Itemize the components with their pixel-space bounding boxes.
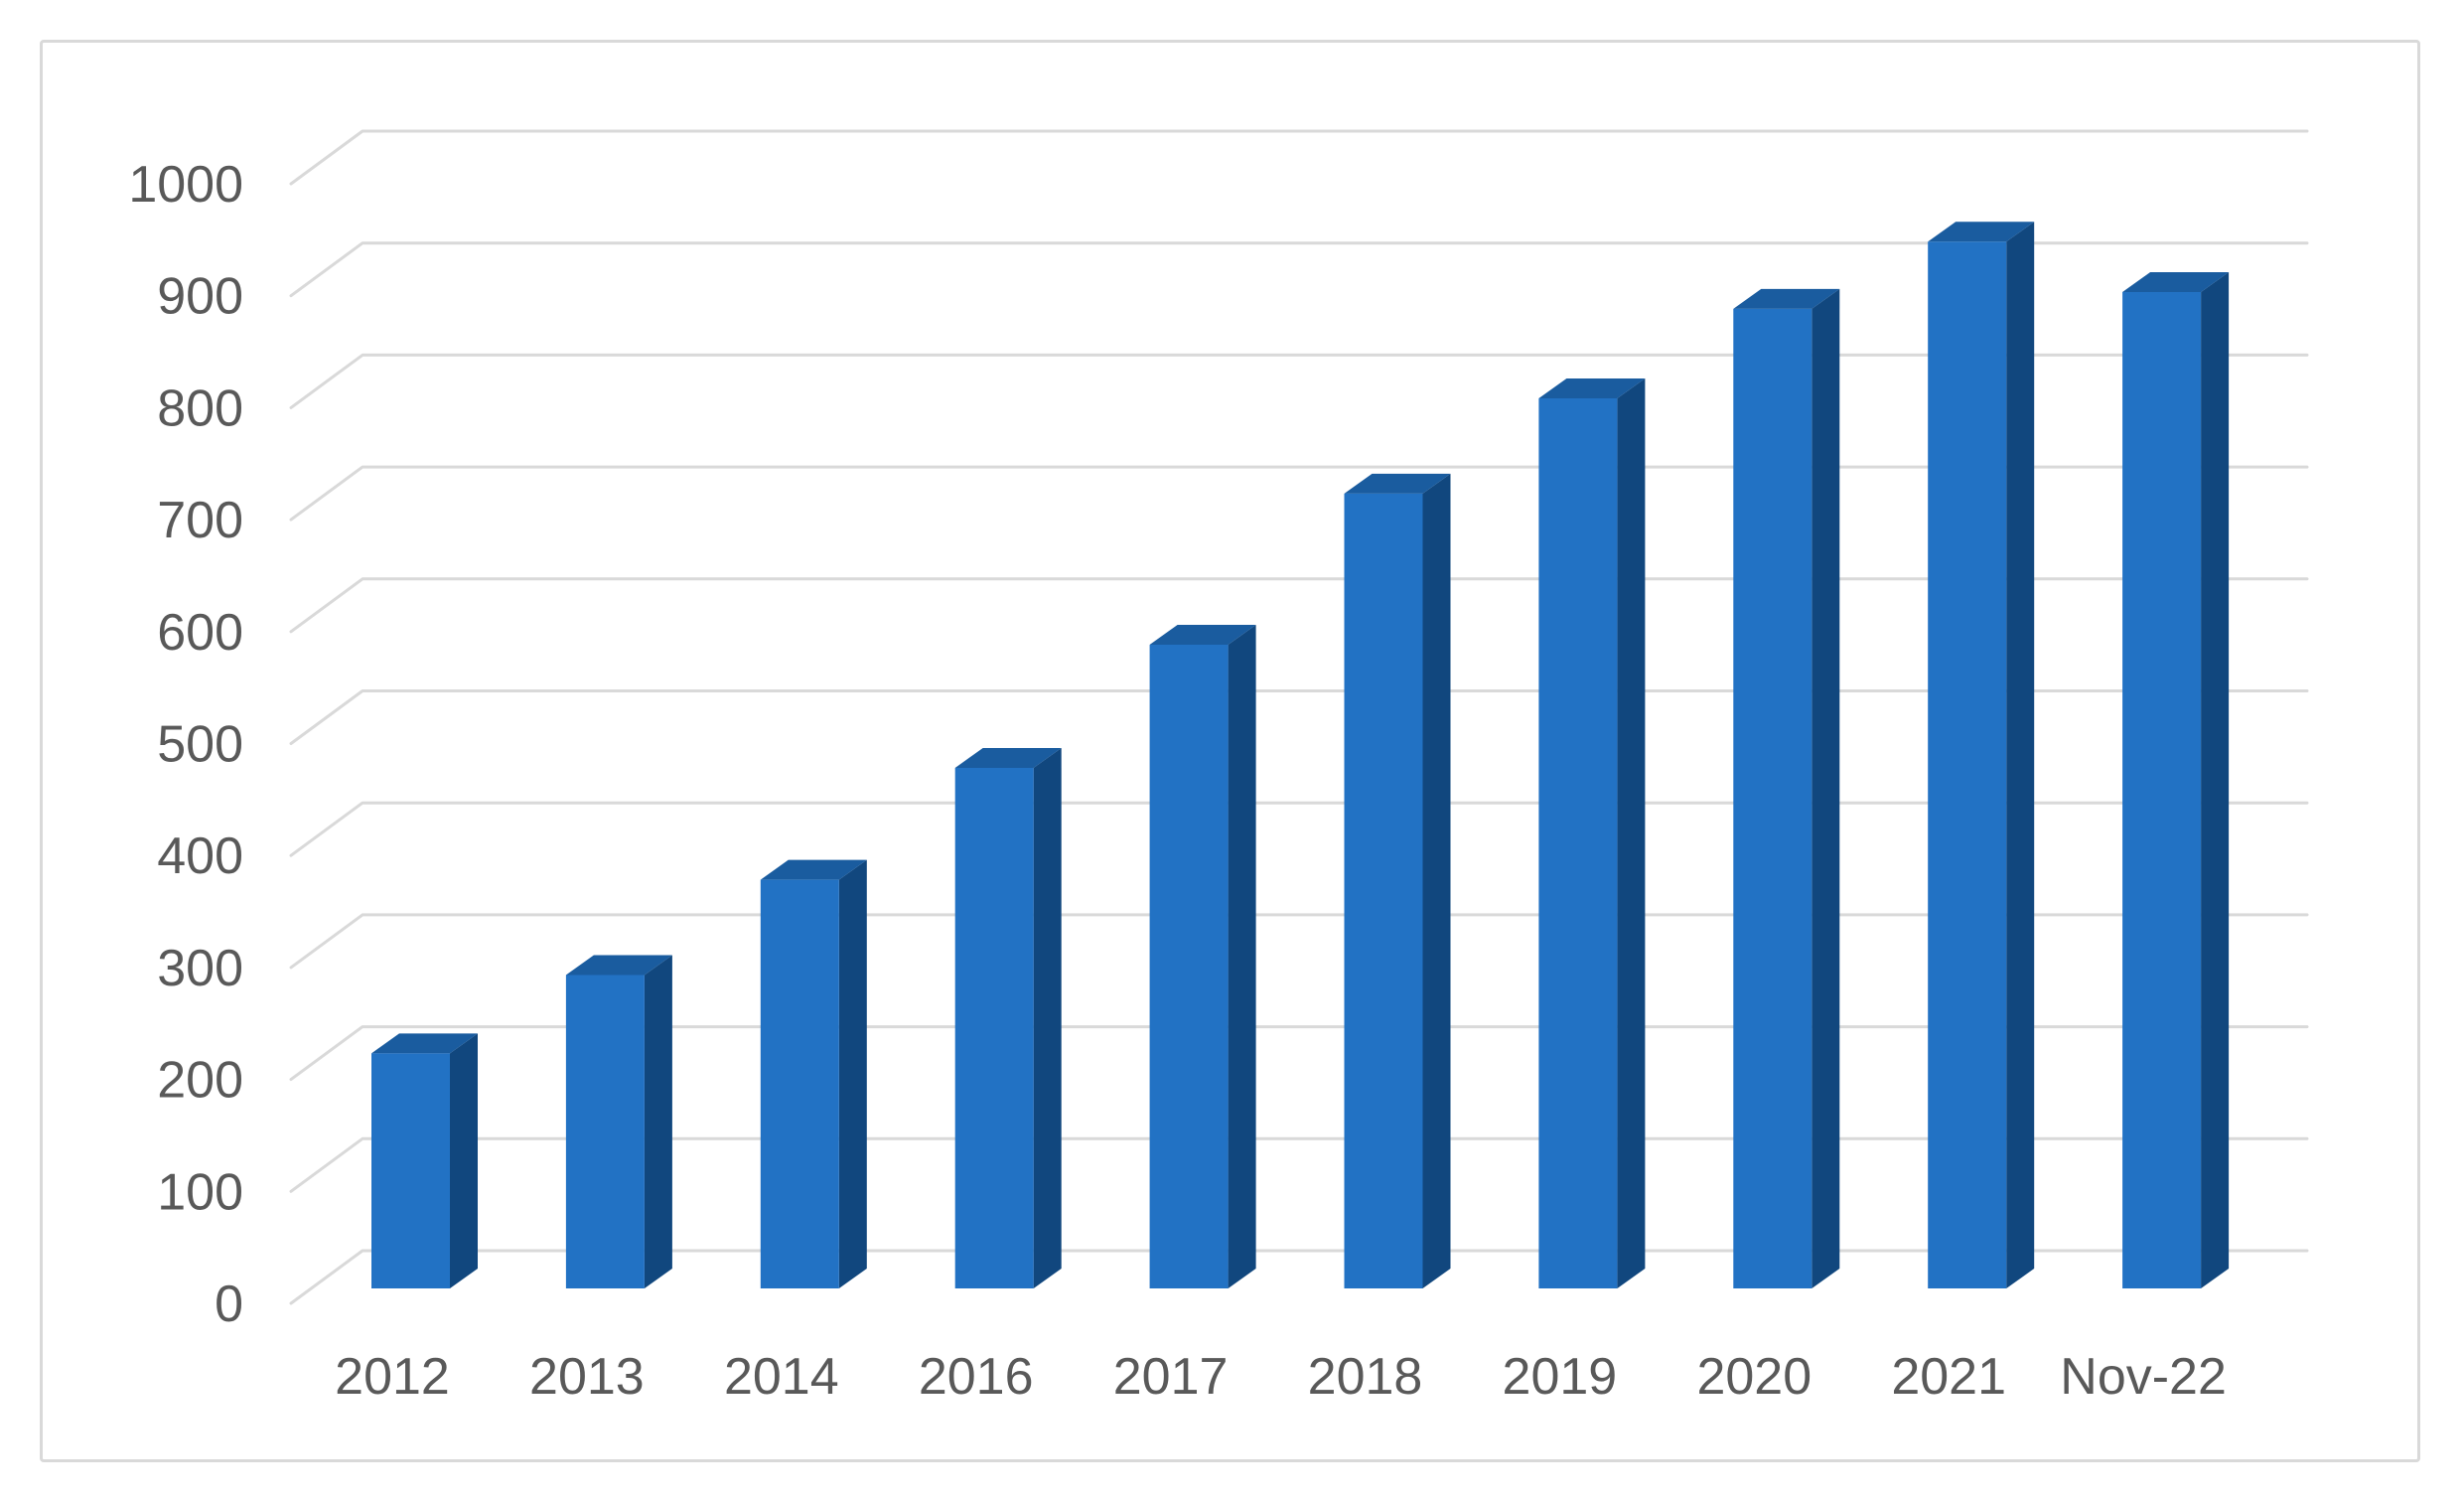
gridline: [289, 801, 2309, 857]
y-axis-tick-label: 600: [157, 604, 243, 662]
bar-front-face: [1149, 644, 1229, 1288]
bar-top-face: [565, 955, 672, 976]
bar-top-face: [760, 859, 867, 880]
bar-3d-column: [1344, 473, 1451, 1289]
x-axis-category-label: 2016: [919, 1348, 1034, 1406]
y-axis-labels: 0 100 200 300 400 500 600 700 800 900 1000: [128, 156, 243, 1333]
y-axis-tick-label: 400: [157, 827, 243, 885]
bar-side-face: [1422, 473, 1451, 1289]
gridline: [289, 353, 2309, 409]
bar-side-face: [1812, 288, 1840, 1288]
bar-front-face: [2122, 291, 2202, 1289]
bar-top-face: [1149, 624, 1256, 645]
x-axis-category-label: 2018: [1308, 1348, 1423, 1406]
bar-top-face: [2122, 271, 2230, 292]
bar-side-face: [450, 1033, 478, 1288]
gridline: [289, 1136, 2309, 1193]
bar-side-face: [1228, 624, 1256, 1288]
y-axis-tick-label: 0: [215, 1276, 243, 1333]
bar-3d-column: [1149, 624, 1256, 1288]
bar-side-face: [838, 859, 867, 1288]
bar-3d-column: [1928, 222, 2035, 1288]
bar-3d-column: [371, 1033, 478, 1288]
x-axis-category-label: 2019: [1503, 1348, 1618, 1406]
gridline: [289, 241, 2309, 298]
y-axis-tick-label: 100: [157, 1163, 243, 1221]
gridline: [289, 1025, 2309, 1082]
bar-top-face: [1928, 222, 2035, 242]
y-axis-tick-label: 700: [157, 492, 243, 549]
gridline: [289, 577, 2309, 634]
bar-front-face: [371, 1053, 450, 1288]
x-axis-category-label: 2017: [1113, 1348, 1229, 1406]
bar-side-face: [2201, 271, 2230, 1289]
y-axis-tick-label: 900: [157, 268, 243, 326]
y-axis-tick-label: 200: [157, 1052, 243, 1110]
bar-front-face: [1733, 308, 1812, 1288]
bar-top-face: [954, 747, 1062, 768]
bar-3d-column: [954, 747, 1062, 1288]
bar-front-face: [760, 879, 839, 1288]
gridline: [289, 689, 2309, 745]
bar-3d-column: [1733, 288, 1840, 1288]
gridline: [289, 129, 2309, 186]
bar-3d-column: [1538, 378, 1646, 1288]
gridline: [289, 465, 2309, 522]
gridline: [289, 913, 2309, 970]
bar-3d-column: [760, 859, 867, 1288]
bar-top-face: [1344, 473, 1451, 494]
bar-top-face: [371, 1033, 478, 1054]
x-axis-category-label: 2021: [1891, 1348, 2006, 1406]
bar-top-face: [1538, 378, 1646, 399]
bar-3d-column: [2122, 271, 2230, 1289]
gridlines-layer: [289, 129, 2309, 1305]
bar-front-face: [954, 767, 1034, 1288]
bar-front-face: [1344, 493, 1423, 1289]
x-axis-category-label: 2012: [335, 1348, 450, 1406]
y-axis-tick-label: 500: [157, 716, 243, 774]
bar-front-face: [1538, 398, 1618, 1288]
y-axis-tick-label: 1000: [128, 156, 243, 214]
bar-side-face: [1033, 747, 1062, 1288]
bars-layer: [371, 222, 2230, 1289]
x-axis-category-label: 2013: [529, 1348, 645, 1406]
y-axis-tick-label: 300: [157, 940, 243, 997]
bar-side-face: [2006, 222, 2035, 1288]
bar-front-face: [565, 975, 645, 1288]
bar-side-face: [1617, 378, 1646, 1288]
x-axis-category-label: Nov-22: [2060, 1348, 2227, 1406]
x-axis-labels: 2012 2013 2014 2016 2017 2018 2019 2020 2021 Nov-…: [335, 1348, 2227, 1406]
y-axis-tick-label: 800: [157, 379, 243, 437]
bar-side-face: [644, 955, 672, 1288]
bar-3d-column: [565, 955, 672, 1288]
x-axis-category-label: 2020: [1696, 1348, 1812, 1406]
bar-front-face: [1928, 241, 2007, 1288]
x-axis-category-label: 2014: [724, 1348, 839, 1406]
bar-top-face: [1733, 288, 1840, 309]
gridline: [289, 1249, 2309, 1305]
